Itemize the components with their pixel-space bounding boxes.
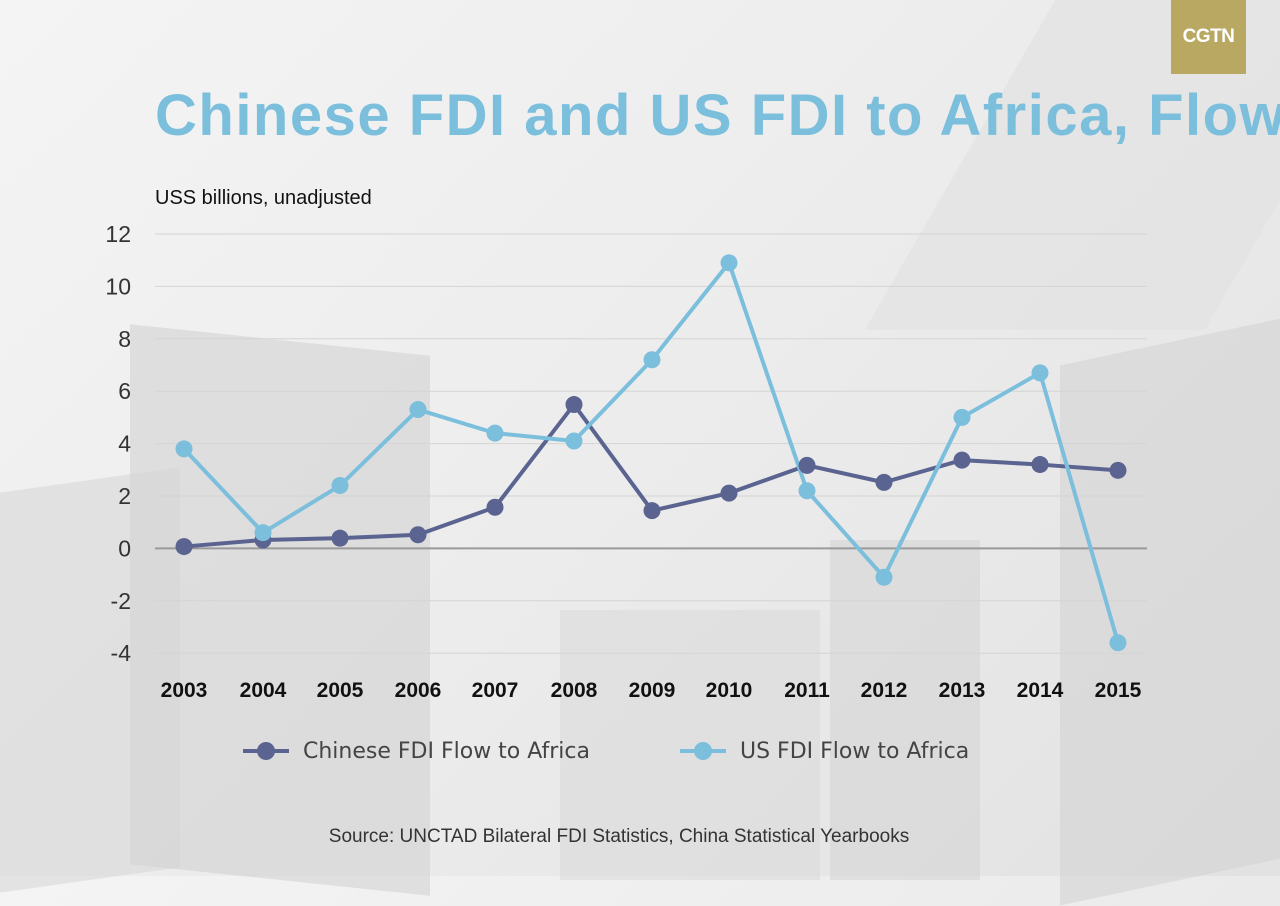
x-tick-label: 2008: [551, 679, 598, 702]
data-point-chinese-fdi: [409, 526, 427, 544]
data-point-chinese-fdi: [953, 451, 971, 469]
legend-label-chinese-fdi: Chinese FDI Flow to Africa: [303, 738, 590, 764]
data-point-us-fdi: [1109, 634, 1127, 652]
data-point-us-fdi: [409, 401, 427, 419]
data-point-chinese-fdi: [1031, 456, 1049, 474]
source-note: Source: UNCTAD Bilateral FDI Statistics,…: [328, 826, 910, 847]
data-point-us-fdi: [254, 524, 272, 542]
data-point-us-fdi: [565, 432, 583, 450]
y-tick-label: 0: [118, 535, 131, 561]
legend-marker-us-fdi: [680, 741, 726, 761]
background-container-stack-center: [560, 610, 820, 880]
data-point-chinese-fdi: [720, 484, 738, 502]
y-axis-unit-label: USS billions, unadjusted: [155, 187, 372, 209]
chart-title: Chinese FDI and US FDI to Africa, Flow: [155, 83, 1280, 148]
legend-label-us-fdi: US FDI Flow to Africa: [740, 738, 970, 764]
data-point-chinese-fdi: [798, 456, 816, 474]
y-tick-label: 12: [105, 221, 131, 247]
data-point-us-fdi: [720, 254, 738, 272]
data-point-us-fdi: [798, 482, 816, 500]
x-tick-label: 2015: [1095, 679, 1142, 702]
data-point-us-fdi: [486, 424, 504, 442]
x-tick-label: 2006: [395, 679, 442, 702]
data-point-chinese-fdi: [875, 473, 893, 491]
legend-item-us-fdi: US FDI Flow to Africa: [680, 739, 969, 764]
x-tick-label: 2005: [317, 679, 364, 702]
data-point-chinese-fdi: [1109, 461, 1127, 479]
data-point-us-fdi: [1031, 364, 1049, 382]
grid-lines: [155, 233, 1147, 654]
series-line-us-fdi: [182, 260, 1120, 644]
data-point-chinese-fdi: [175, 538, 193, 556]
x-tick-label: 2013: [939, 679, 986, 702]
cgtn-logo: CGTN: [1171, 0, 1246, 74]
legend-marker-chinese-fdi: [243, 741, 289, 761]
data-point-us-fdi: [331, 477, 349, 495]
x-tick-label: 2003: [161, 679, 208, 702]
data-point-us-fdi: [643, 351, 661, 369]
data-point-chinese-fdi: [643, 502, 661, 520]
data-point-chinese-fdi: [486, 498, 504, 516]
series-lines: [182, 260, 1120, 644]
series-points: [175, 254, 1127, 652]
x-tick-label: 2004: [240, 679, 287, 702]
y-tick-label: 2: [118, 483, 131, 509]
y-tick-label: 10: [105, 273, 131, 299]
data-point-chinese-fdi: [565, 396, 583, 414]
y-tick-label: 6: [118, 378, 131, 404]
series-line-chinese-fdi: [183, 402, 1119, 549]
y-tick-label: -2: [111, 588, 131, 614]
x-tick-label: 2009: [629, 679, 676, 702]
x-tick-label: 2012: [861, 679, 908, 702]
background-container-stack-center-right: [830, 540, 980, 880]
y-axis-tick-labels: 12 10 8 6 4 2 0 -2 -4: [105, 221, 131, 666]
legend-item-chinese-fdi: Chinese FDI Flow to Africa: [243, 739, 590, 764]
data-point-us-fdi: [953, 408, 971, 426]
x-tick-label: 2014: [1017, 679, 1064, 702]
data-point-us-fdi: [875, 568, 893, 586]
y-tick-label: 4: [118, 431, 131, 457]
x-tick-label: 2011: [784, 679, 830, 702]
y-tick-label: -4: [111, 640, 132, 666]
data-point-chinese-fdi: [331, 529, 349, 547]
data-point-us-fdi: [175, 440, 193, 458]
y-tick-label: 8: [118, 326, 131, 352]
legend: Chinese FDI Flow to Africa US FDI Flow t…: [243, 736, 1059, 766]
x-axis-tick-labels: 2003 2004 2005 2006 2007 2008 2009 2010 2011 2012…: [161, 679, 1142, 702]
x-tick-label: 2007: [472, 679, 519, 702]
x-tick-label: 2010: [706, 679, 753, 702]
